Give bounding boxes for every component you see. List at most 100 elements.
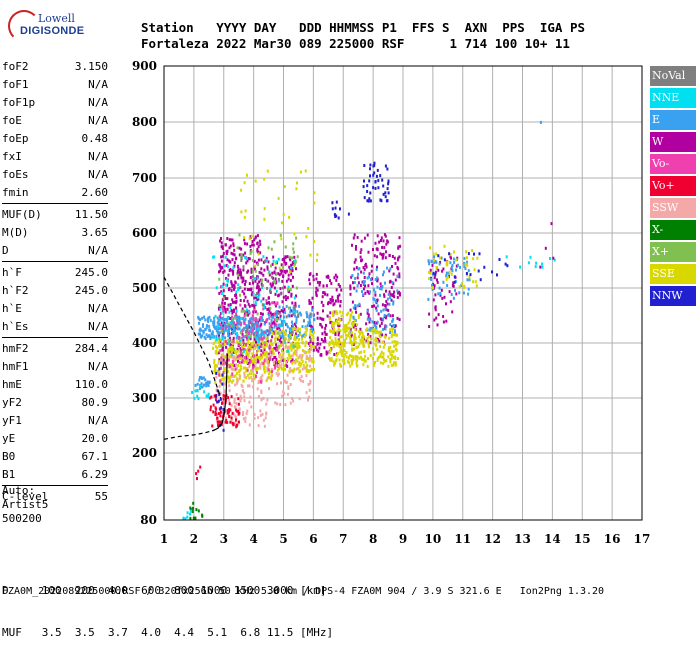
echo-point (286, 349, 289, 353)
echo-point (323, 346, 326, 350)
echo-point (258, 318, 261, 322)
echo-point (291, 320, 293, 324)
param-name: foF2 (2, 60, 29, 73)
y-tick-label: 200 (132, 446, 157, 460)
echo-point (428, 277, 431, 280)
echo-point (232, 252, 235, 256)
echo-point (251, 275, 254, 278)
echo-point (236, 379, 239, 383)
echo-point (388, 302, 391, 306)
echo-point (289, 310, 292, 314)
echo-point (432, 282, 435, 286)
echo-point (197, 315, 200, 319)
echo-point (227, 338, 229, 342)
echo-point (354, 357, 357, 361)
echo-point (389, 267, 392, 271)
echo-point (255, 359, 258, 363)
echo-point (251, 345, 254, 349)
echo-point (393, 324, 395, 328)
echo-point (279, 314, 282, 318)
echo-point (233, 300, 236, 304)
echo-point (278, 367, 280, 371)
echo-point (249, 317, 252, 321)
echo-point (262, 342, 265, 346)
echo-point (364, 284, 367, 288)
echo-point (250, 347, 253, 351)
echo-point (228, 287, 231, 291)
echo-point (290, 354, 293, 358)
echo-point (221, 316, 224, 320)
echo-point (261, 278, 264, 282)
echo-point (333, 353, 336, 356)
echo-point (267, 260, 270, 264)
echo-point (258, 288, 260, 292)
echo-point (434, 270, 437, 274)
echo-point (300, 362, 303, 366)
echo-point (351, 310, 354, 314)
param-value: 3.65 (81, 226, 109, 239)
echo-point (245, 369, 248, 373)
echo-point (387, 355, 390, 359)
echo-point (251, 259, 254, 262)
echo-point (350, 275, 353, 279)
echo-point (240, 356, 243, 360)
echo-point (262, 364, 265, 368)
echo-point (213, 255, 216, 259)
echo-point (235, 371, 238, 375)
echo-point (221, 324, 224, 328)
echo-point (287, 313, 290, 317)
echo-point (230, 281, 233, 285)
echo-point (275, 289, 278, 293)
echo-point (394, 278, 397, 282)
echo-point (331, 201, 334, 205)
echo-point (385, 299, 388, 303)
scaled-parameters-panel: foF2 3.150 foF1 N/A foF1p N/A foE N/A foEp 0.48 fx… (2, 58, 108, 506)
echo-point (365, 322, 368, 326)
trace-e-layer (163, 429, 215, 440)
param-row: foF2 3.150 (2, 58, 108, 76)
echo-point (227, 326, 230, 330)
echo-point (349, 286, 352, 290)
echo-point (295, 267, 297, 271)
echo-point (272, 320, 275, 324)
echo-point (294, 262, 296, 266)
echo-point (263, 207, 266, 211)
echo-point (248, 322, 251, 326)
echo-point (371, 305, 374, 308)
echo-point (225, 277, 228, 280)
echo-point (182, 516, 185, 520)
echo-point (279, 324, 281, 328)
echo-point (196, 394, 199, 398)
autoscaling-info: Auto: Artist5 500200 (2, 484, 48, 526)
echo-point (445, 277, 448, 281)
echo-point (275, 323, 278, 327)
echo-point (339, 329, 342, 333)
echo-point (206, 380, 209, 384)
echo-point (281, 367, 284, 371)
echo-point (220, 361, 222, 365)
echo-point (309, 337, 312, 341)
profile-traces (163, 276, 228, 440)
echo-point (216, 400, 219, 404)
echo-point (266, 377, 269, 381)
echo-point (391, 340, 394, 344)
echo-point (194, 383, 197, 387)
echo-point (320, 300, 323, 304)
echo-point (293, 367, 296, 371)
param-row: fmin 2.60 (2, 184, 108, 202)
echo-point (337, 299, 340, 303)
echo-point (354, 337, 357, 340)
echo-point (294, 334, 296, 338)
echo-point (267, 376, 270, 379)
echo-point (219, 379, 222, 383)
echo-point (262, 307, 265, 311)
echo-point (451, 284, 454, 288)
echo-point (259, 288, 262, 292)
echo-point (238, 357, 241, 361)
echo-point (218, 270, 220, 274)
echo-point (265, 329, 268, 333)
echo-point (472, 257, 475, 261)
echo-point (222, 289, 225, 293)
echo-point (209, 408, 212, 412)
echo-point (389, 358, 392, 361)
